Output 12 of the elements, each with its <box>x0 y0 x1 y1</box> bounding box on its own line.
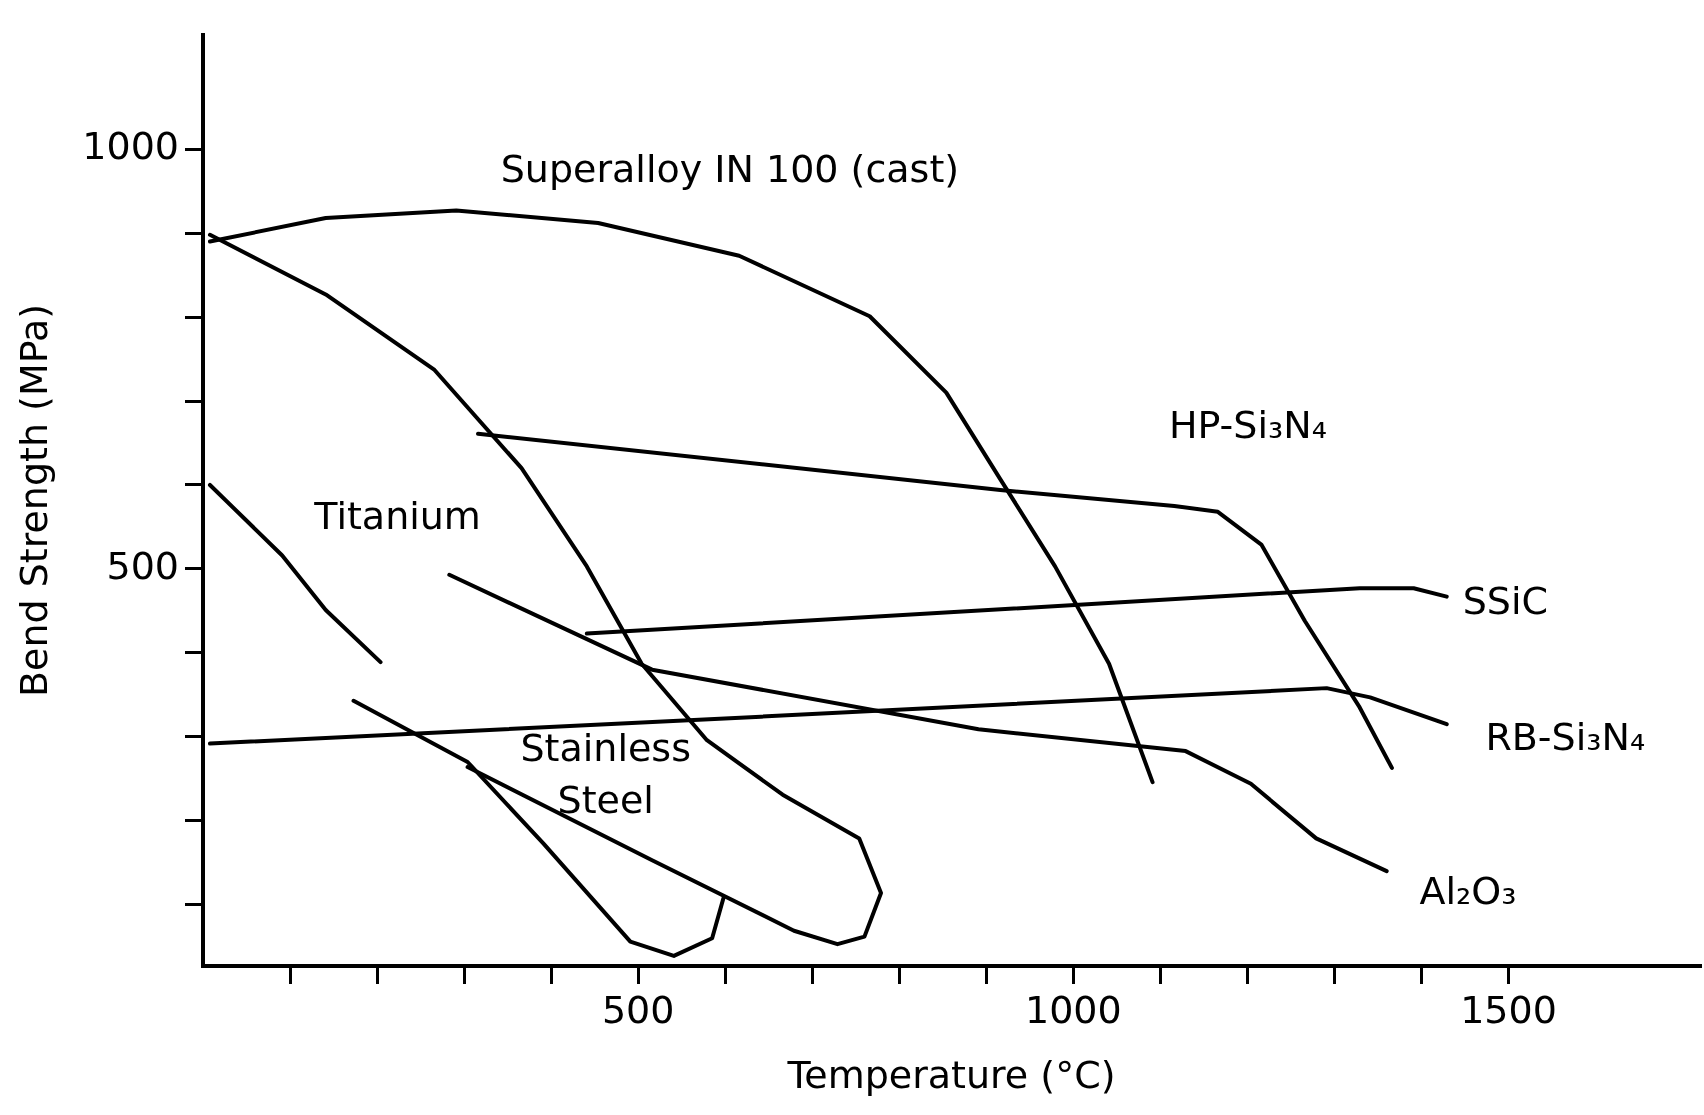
series-label: Superalloy IN 100 (cast) <box>500 146 960 191</box>
series-label: Titanium <box>313 493 481 538</box>
series-label: HP-Si₃N₄ <box>1168 402 1327 447</box>
x-tick-label: 500 <box>601 987 675 1032</box>
y-axis-title: Bend Strength (MPa) <box>11 303 56 698</box>
x-tick-label: 1500 <box>1460 987 1557 1032</box>
series-label: SSiC <box>1462 578 1549 623</box>
series-label: Al₂O₃ <box>1419 869 1517 914</box>
x-tick-label: 1000 <box>1024 987 1122 1032</box>
series-label: Stainless Steel <box>520 725 691 822</box>
series-label: RB-Si₃N₄ <box>1485 714 1646 759</box>
x-axis-title: Temperature (°C) <box>786 1053 1116 1098</box>
